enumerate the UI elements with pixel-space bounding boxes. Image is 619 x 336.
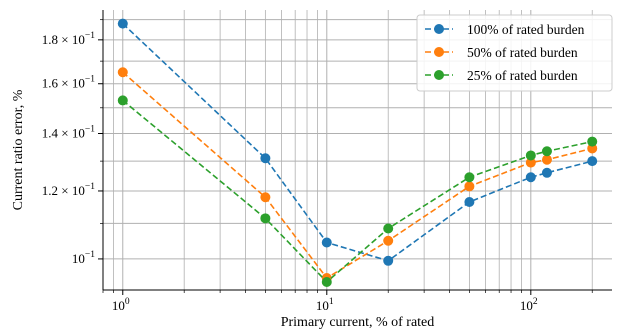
axes [102,10,612,291]
legend-label: 100% of rated burden [467,22,585,37]
data-point [464,181,475,192]
data-point [525,172,536,183]
data-point [321,237,332,248]
data-point [117,18,128,29]
y-axis-title: Current ratio error, % [11,89,26,210]
legend-marker [434,70,444,80]
y-axis-ticks: 1.8 × 10−1 1.6 × 10−1 1.4 × 10−1 1.2 × 10−1… [42,19,103,266]
data-point [464,196,475,207]
data-point [260,153,271,164]
y-tick-label: 1.4 × 10−1 [42,125,95,141]
data-point [587,136,598,147]
legend-marker [434,24,444,34]
x-axis-title: Primary current, % of rated [281,315,435,330]
data-point [541,167,552,178]
series-group [117,18,598,287]
legend-label: 50% of rated burden [467,45,578,60]
data-point [117,67,128,78]
y-tick-label: 1.2 × 10−1 [42,182,95,198]
legend-label: 25% of rated burden [467,68,578,83]
data-point [541,146,552,157]
x-tick-label: 100 [112,297,130,313]
legend-box [416,14,613,92]
x-tick-label: 101 [316,297,334,313]
data-point [525,150,536,161]
data-point [383,235,394,246]
data-point [525,157,536,168]
x-tick-label: 102 [520,297,538,313]
data-point [260,213,271,224]
legend: 100% of rated burden 50% of rated burden 2… [416,14,613,92]
data-point [117,95,128,106]
y-tick-label: 10−1 [72,250,95,266]
data-point [541,154,552,165]
series-line-3 [122,99,593,284]
data-point [321,276,332,287]
x-axis-ticks: 100 101 102 [102,290,593,313]
legend-marker [434,47,444,57]
data-point [383,255,394,266]
data-point [383,223,394,234]
data-point [587,143,598,154]
y-tick-label: 1.8 × 10−1 [42,31,95,47]
y-tick-label: 1.6 × 10−1 [42,75,95,91]
data-point [587,156,598,167]
data-point [464,172,475,183]
data-point [260,192,271,203]
